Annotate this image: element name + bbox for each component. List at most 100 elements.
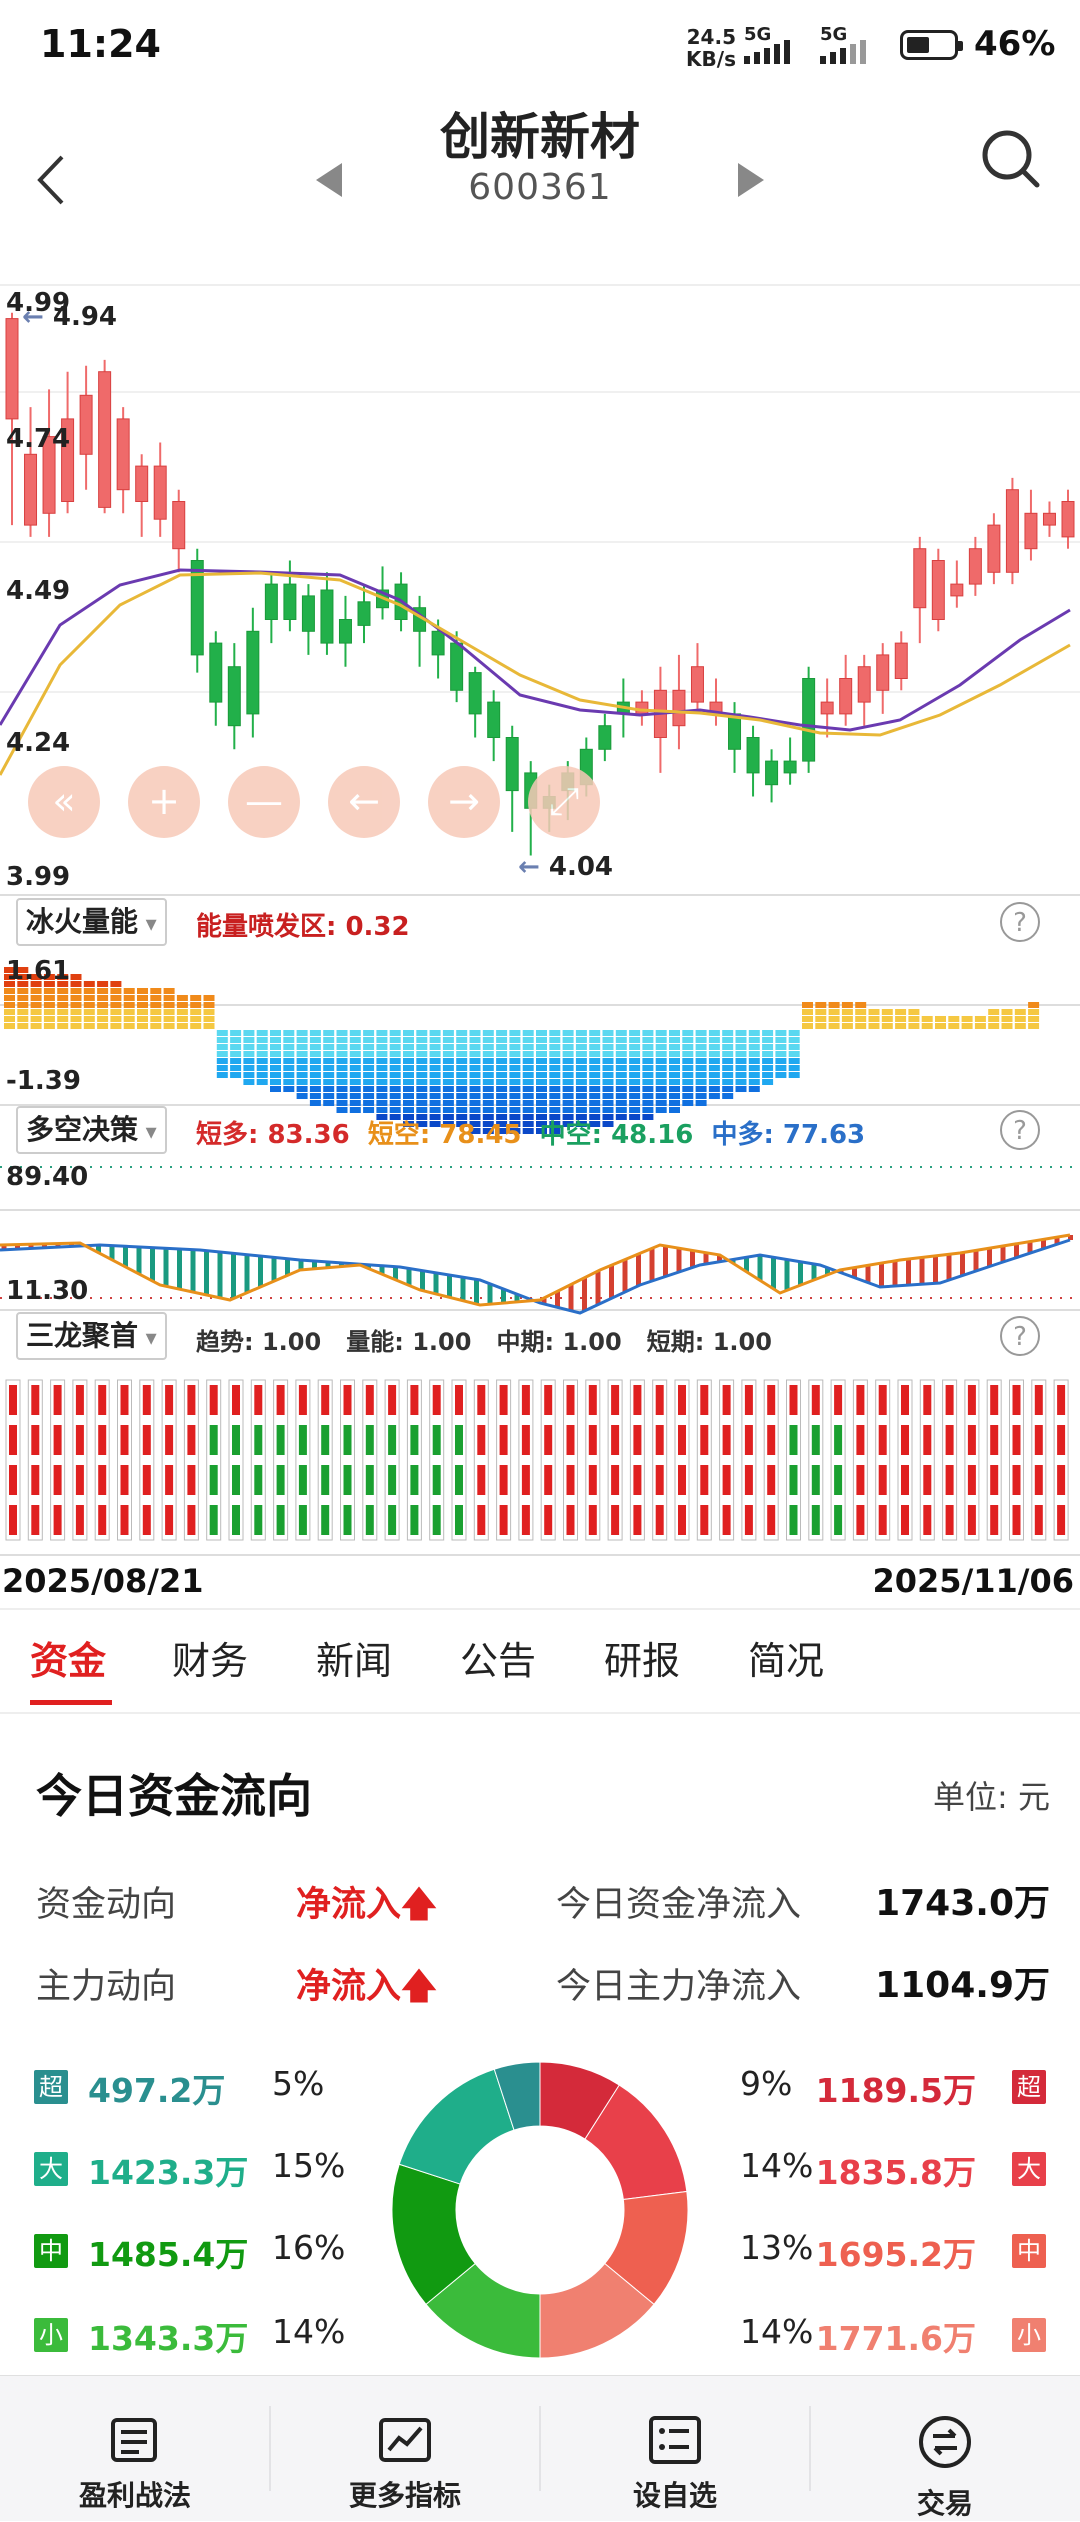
dragon-bar (98, 1465, 107, 1495)
search-icon[interactable] (975, 125, 1045, 195)
energy-bar (376, 1093, 388, 1099)
fund-direction-label: 资金动向 (36, 1885, 177, 1925)
energy-bar (828, 1009, 840, 1015)
energy-bar (403, 1030, 414, 1036)
fullscreen-button[interactable]: ⤢ (528, 766, 600, 838)
energy-bar (363, 1100, 375, 1106)
energy-bar (442, 1079, 454, 1085)
energy-bar (336, 1107, 348, 1113)
dragon-bar (633, 1505, 642, 1535)
dragon-frame (250, 1379, 266, 1541)
energy-bar (629, 1058, 641, 1064)
dragon-bar (811, 1505, 820, 1535)
tab-news[interactable]: 新闻 (316, 1639, 393, 1683)
dragon-bar (321, 1505, 330, 1535)
energy-bar (43, 981, 55, 987)
energy-bar (429, 1051, 441, 1057)
energy-bar (602, 1058, 614, 1064)
zoom-in-button[interactable]: + (128, 766, 200, 838)
dragon-bar (789, 1425, 798, 1455)
energy-bar (376, 1037, 388, 1043)
help-icon[interactable]: ? (1000, 1110, 1040, 1150)
energy-bar (416, 1058, 428, 1064)
scroll-right-button[interactable]: → (428, 766, 500, 838)
nav-profit-strategy[interactable]: 盈利战法 (0, 2376, 270, 2521)
help-icon[interactable]: ? (1000, 902, 1040, 942)
energy-bar (575, 1051, 587, 1057)
indicator1-select[interactable]: 冰火量能 (16, 898, 167, 946)
scroll-start-button[interactable]: « (28, 766, 100, 838)
low-marker: ← 4.04 (518, 852, 614, 882)
dragon-frame (362, 1379, 378, 1541)
energy-bar (589, 1058, 601, 1064)
tab-announcements[interactable]: 公告 (460, 1639, 537, 1683)
candle-body (894, 642, 908, 680)
nav-trade[interactable]: 交易 (810, 2376, 1080, 2521)
energy-bar (509, 1093, 521, 1099)
energy-bar (775, 1072, 787, 1078)
indicator-line (0, 1238, 1071, 1315)
energy-bar (496, 1079, 508, 1085)
energy-bar (669, 1093, 680, 1099)
energy-bar (363, 1072, 375, 1078)
indicator3-select[interactable]: 三龙聚首 (16, 1312, 167, 1360)
status-time: 11:24 (40, 22, 161, 66)
dragon-bar (499, 1505, 508, 1535)
nav-label: 更多指标 (348, 2479, 461, 2512)
energy-bar (97, 1016, 109, 1022)
energy-bar (549, 1093, 561, 1099)
dragon-bar (611, 1465, 620, 1495)
energy-bar (536, 1044, 547, 1050)
energy-bar (43, 1016, 55, 1022)
energy-bar (562, 1030, 574, 1036)
zoom-out-button[interactable]: — (228, 766, 300, 838)
prev-stock-icon[interactable] (310, 155, 350, 205)
tab-funds[interactable]: 资金 (30, 1639, 107, 1683)
dragon-bar (209, 1505, 218, 1535)
energy-bar (589, 1030, 601, 1036)
status-text: 净流入 (296, 1967, 402, 2007)
energy-bar (270, 1086, 281, 1092)
dragon-bar (209, 1465, 218, 1495)
back-icon[interactable] (28, 145, 78, 215)
indicator2-select[interactable]: 多空决策 (16, 1106, 167, 1154)
dragon-bar (276, 1425, 285, 1455)
ind3-value: 短期: 1.00 (646, 1328, 772, 1356)
energy-bar (323, 1037, 335, 1043)
dragon-frame (340, 1379, 355, 1541)
energy-bar (509, 1065, 521, 1071)
nav-add-watchlist[interactable]: 设自选 (540, 2376, 810, 2521)
energy-bar (123, 988, 135, 994)
dragon-bar (633, 1465, 642, 1495)
status-text: 净流入 (296, 1885, 402, 1925)
energy-bar (602, 1121, 614, 1127)
help-icon[interactable]: ? (1000, 1316, 1040, 1356)
dragon-bar (410, 1385, 419, 1415)
energy-bar (642, 1072, 654, 1078)
dragon-bar (75, 1425, 84, 1455)
energy-bar (482, 1051, 494, 1057)
tab-finance[interactable]: 财务 (172, 1639, 249, 1683)
energy-bar (775, 1051, 787, 1057)
energy-bar (456, 1100, 468, 1106)
energy-bar (296, 1037, 308, 1043)
dragon-frame (763, 1379, 779, 1541)
energy-bar (163, 995, 175, 1001)
energy-bar (323, 1058, 335, 1064)
energy-bar (376, 1058, 388, 1064)
dragon-bar (298, 1505, 307, 1535)
tab-research[interactable]: 研报 (604, 1639, 681, 1683)
energy-bar (722, 1051, 734, 1057)
dragon-bar (678, 1505, 686, 1535)
scroll-left-button[interactable]: ← (328, 766, 400, 838)
energy-bar (403, 1058, 414, 1064)
next-stock-icon[interactable] (730, 155, 770, 205)
tab-profile[interactable]: 简况 (748, 1639, 825, 1683)
price-label-4: 4.24 (6, 728, 71, 758)
energy-bar (536, 1128, 547, 1134)
energy-bar (203, 1016, 215, 1022)
energy-bar (655, 1030, 667, 1036)
energy-bar (349, 1079, 361, 1085)
inflow-tag-icon: 大 (1012, 2152, 1046, 2186)
nav-more-indicators[interactable]: 更多指标 (270, 2376, 540, 2521)
